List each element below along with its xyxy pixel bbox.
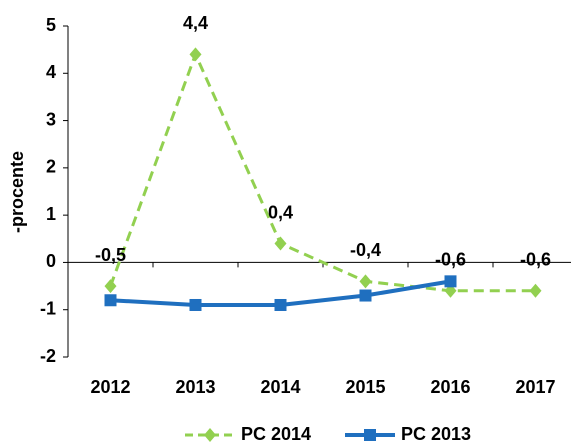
y-tick-label: 3 bbox=[46, 109, 56, 129]
data-label: 4,4 bbox=[183, 13, 208, 33]
y-tick-label: 4 bbox=[46, 62, 56, 82]
y-tick-label: -2 bbox=[40, 346, 56, 366]
data-label: -0,6 bbox=[520, 250, 551, 270]
legend-label: PC 2013 bbox=[401, 424, 471, 444]
point bbox=[529, 283, 542, 298]
series-line bbox=[109, 50, 536, 293]
x-tick-label: 2012 bbox=[90, 377, 130, 397]
legend-marker bbox=[364, 429, 376, 441]
point bbox=[444, 275, 457, 288]
point bbox=[104, 294, 117, 307]
x-tick-label: 2016 bbox=[430, 377, 470, 397]
data-label: -0,5 bbox=[95, 245, 126, 265]
data-label: -0,6 bbox=[435, 250, 466, 270]
x-tick-label: 2013 bbox=[175, 377, 215, 397]
y-tick-label: 1 bbox=[46, 204, 56, 224]
legend-marker bbox=[204, 428, 216, 442]
y-tick-label: 2 bbox=[46, 157, 56, 177]
point bbox=[189, 47, 202, 62]
point bbox=[359, 274, 372, 289]
point bbox=[274, 236, 287, 251]
y-axis-label: -procente bbox=[7, 151, 27, 233]
point bbox=[359, 289, 372, 302]
x-tick-label: 2017 bbox=[515, 377, 555, 397]
data-label: -0,4 bbox=[350, 240, 381, 260]
legend-label: PC 2014 bbox=[241, 424, 311, 444]
point bbox=[274, 298, 287, 311]
point bbox=[189, 298, 202, 311]
point bbox=[104, 279, 117, 294]
x-tick-label: 2014 bbox=[260, 377, 300, 397]
x-tick-label: 2015 bbox=[345, 377, 385, 397]
y-tick-label: -1 bbox=[40, 298, 56, 318]
y-tick-label: 0 bbox=[46, 251, 56, 271]
y-tick-label: 5 bbox=[46, 15, 56, 35]
data-label: 0,4 bbox=[268, 202, 293, 222]
